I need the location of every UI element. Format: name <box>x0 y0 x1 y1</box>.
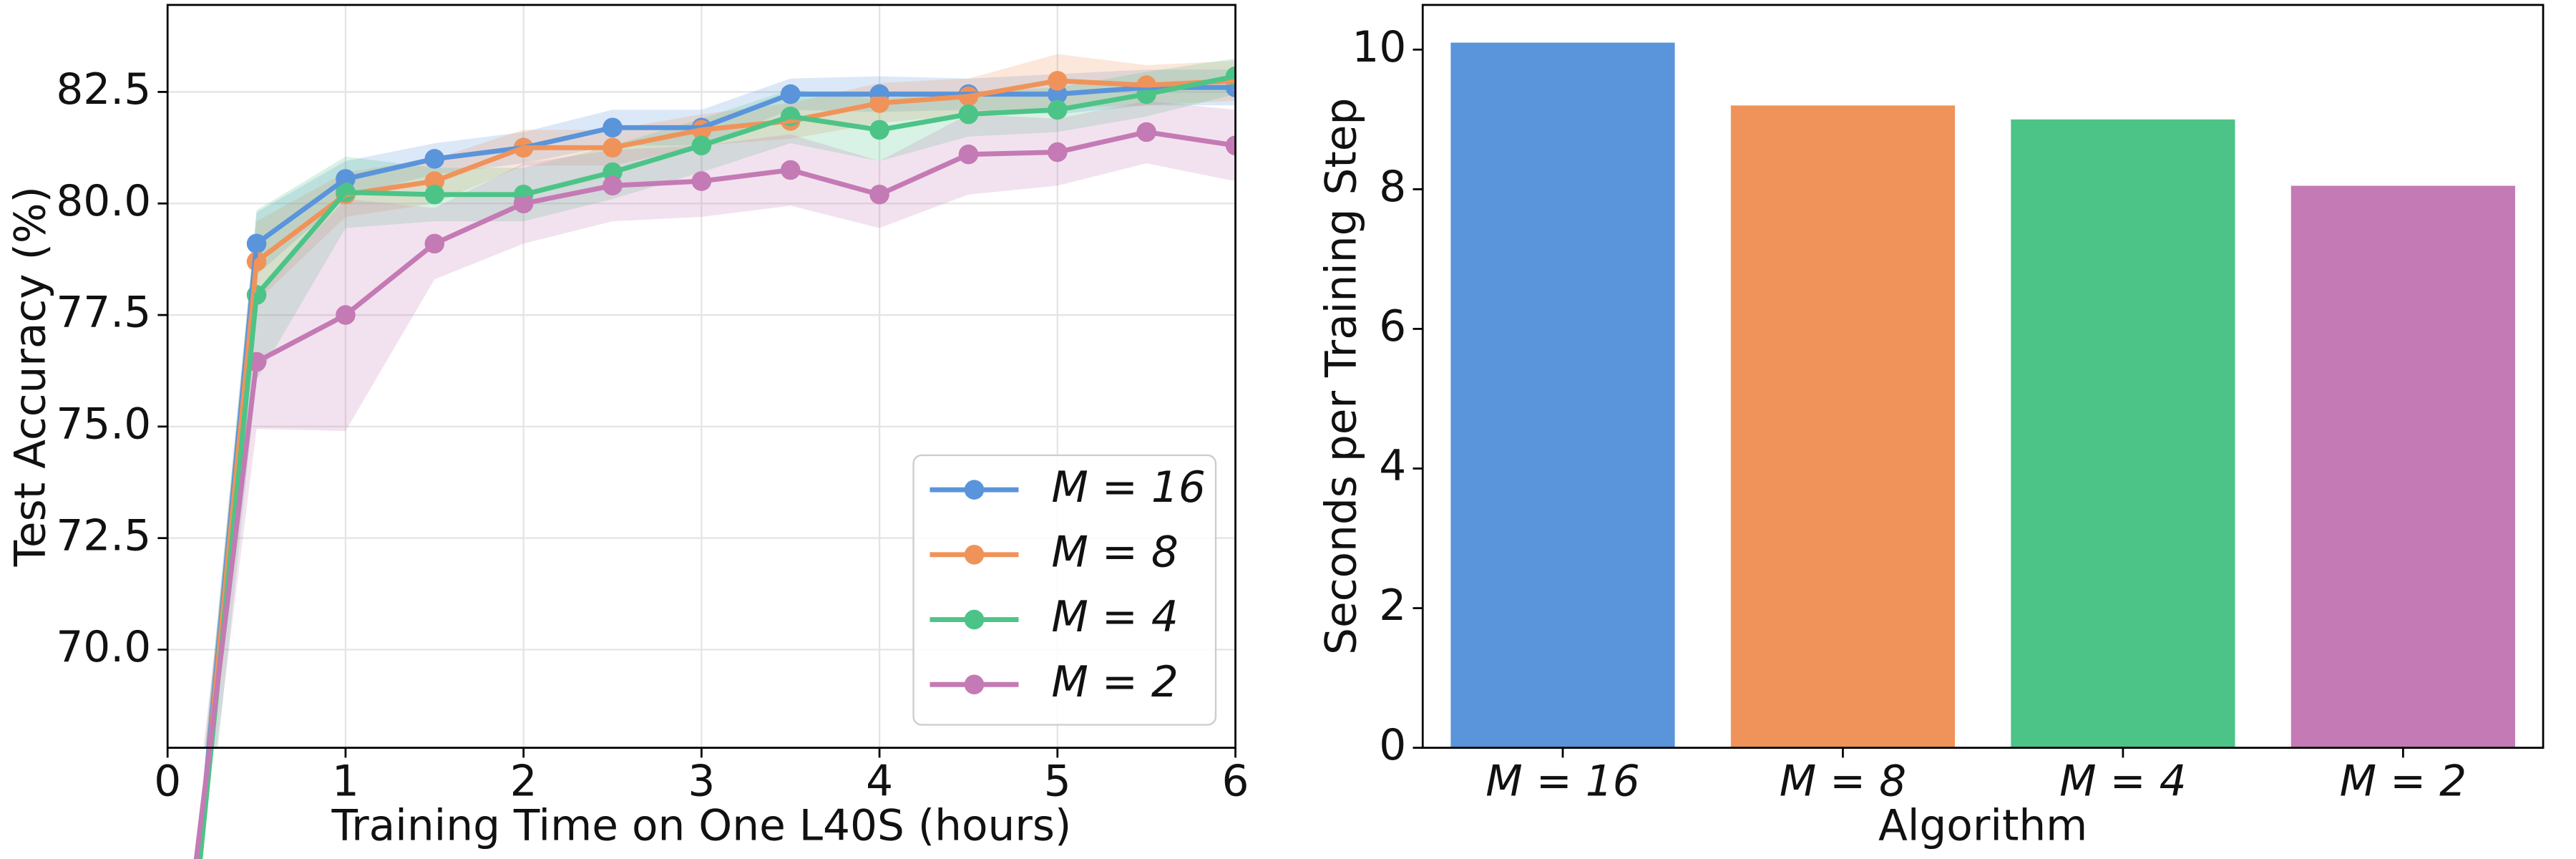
series-line <box>197 74 1236 859</box>
legend-label: M = 4 <box>1051 593 1178 642</box>
x-axis-label: Training Time on One L40S (hours) <box>331 802 1071 851</box>
y-tick-label: 82.5 <box>56 65 151 115</box>
bar <box>1730 105 1956 748</box>
x-tick-label: 6 <box>1222 757 1249 807</box>
error-band <box>203 100 1236 748</box>
y-tick-label: 4 <box>1379 442 1406 491</box>
legend-box <box>912 454 1217 726</box>
x-tick-label: M = 4 <box>2059 757 2186 807</box>
legend-marker <box>964 480 985 500</box>
plot-frame <box>166 4 1236 749</box>
legend-label: M = 8 <box>1051 528 1178 577</box>
y-tick-label: 70.0 <box>56 623 151 672</box>
y-axis-label: Test Accuracy (%) <box>6 186 56 567</box>
x-tick-label: 4 <box>866 757 893 807</box>
y-tick-label: 2 <box>1379 581 1406 631</box>
legend-marker <box>964 674 985 695</box>
plot-frame <box>1421 4 2545 749</box>
legend-marker <box>964 545 985 565</box>
legend-marker <box>964 609 985 630</box>
x-tick-label: 5 <box>1044 757 1071 807</box>
y-tick-label: 0 <box>1379 721 1406 770</box>
legend-label: M = 16 <box>1051 463 1205 513</box>
bar <box>2011 119 2235 748</box>
x-tick-label: 1 <box>332 757 359 807</box>
x-tick-label: 2 <box>510 757 537 807</box>
x-tick-label: 3 <box>688 757 715 807</box>
bar <box>2290 185 2515 748</box>
legend-label: M = 2 <box>1051 658 1178 707</box>
y-tick-label: 6 <box>1379 302 1406 351</box>
y-axis-label: Seconds per Training Step <box>1317 98 1367 655</box>
x-tick-label: M = 16 <box>1485 757 1639 807</box>
series-line <box>193 130 1236 859</box>
bar <box>1450 42 1675 748</box>
x-axis-label: Algorithm <box>1878 802 2087 851</box>
y-tick-label: 72.5 <box>56 511 151 560</box>
x-tick-label: 0 <box>154 757 181 807</box>
x-tick-label: M = 8 <box>1780 757 1906 807</box>
y-tick-label: 80.0 <box>56 177 151 226</box>
y-tick-label: 75.0 <box>56 399 151 449</box>
x-tick-label: M = 2 <box>2340 757 2467 807</box>
y-tick-label: 77.5 <box>56 288 151 338</box>
y-tick-label: 8 <box>1379 162 1406 212</box>
y-tick-label: 10 <box>1352 23 1406 72</box>
